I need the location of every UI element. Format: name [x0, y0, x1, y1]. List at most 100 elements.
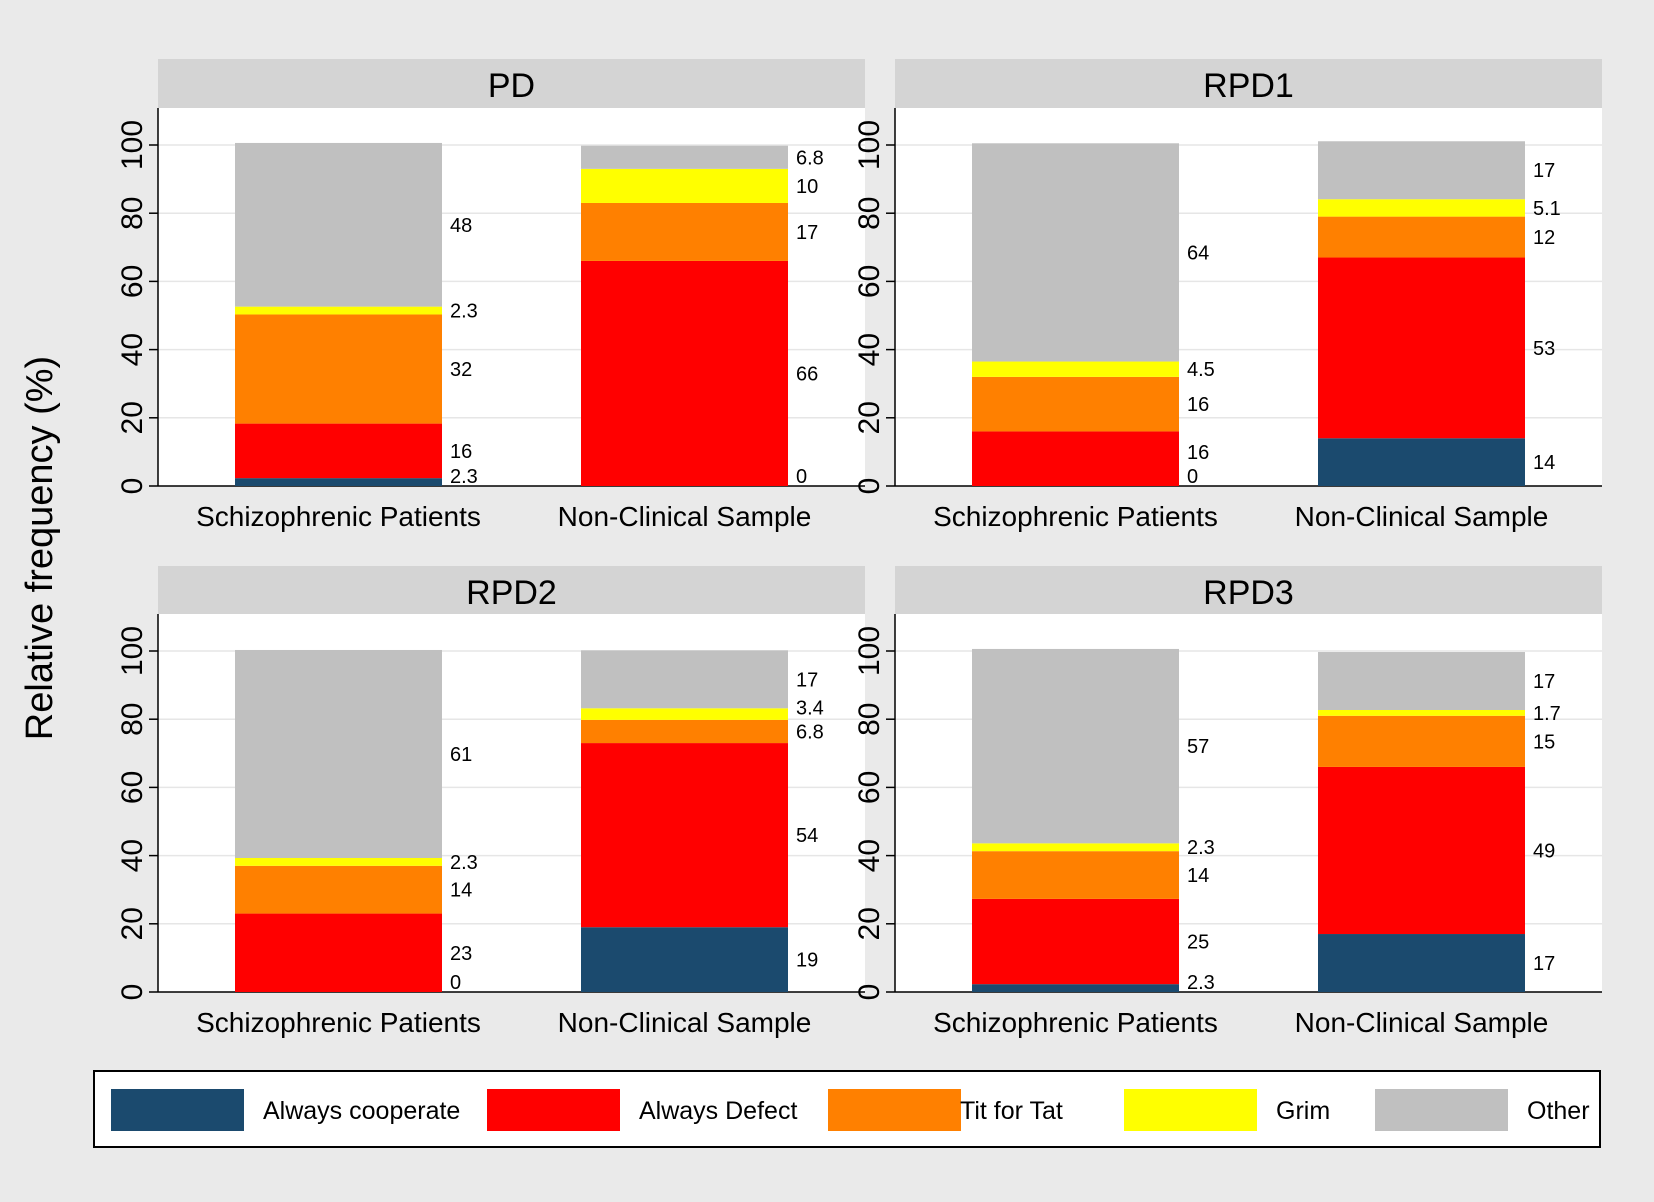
data-label: 23	[450, 943, 472, 965]
data-label: 2.3	[1187, 837, 1215, 859]
y-tick-label: 60	[116, 265, 149, 298]
bar-segment-tit-for-tat	[972, 851, 1179, 899]
y-tick-label: 40	[853, 839, 886, 872]
bar-segment-other	[972, 648, 1179, 844]
y-axis-title: Relative frequency (%)	[19, 356, 61, 740]
data-label: 2.3	[450, 852, 478, 874]
x-category-label: Schizophrenic Patients	[933, 1007, 1218, 1038]
data-label: 4.5	[1187, 359, 1215, 381]
data-label: 0	[796, 466, 807, 488]
data-label: 14	[450, 880, 472, 902]
y-tick-label: 20	[853, 907, 886, 940]
panel-title: RPD1	[1203, 67, 1294, 105]
panel-header	[895, 566, 1602, 614]
y-tick-label: 0	[116, 478, 149, 495]
data-label: 12	[1533, 227, 1555, 249]
y-tick-label: 100	[116, 626, 149, 676]
legend-label: Always Defect	[639, 1097, 797, 1125]
data-label: 66	[796, 363, 818, 385]
data-label: 2.3	[1187, 972, 1215, 994]
y-tick-label: 80	[853, 197, 886, 230]
bar-segment-other	[1318, 652, 1525, 710]
bar-segment-grim	[972, 361, 1179, 377]
y-tick-label: 0	[116, 984, 149, 1001]
bar-segment-grim	[235, 306, 442, 315]
bar-segment-tit-for-tat	[1318, 216, 1525, 258]
y-tick-label: 100	[853, 626, 886, 676]
data-label: 6.8	[796, 147, 824, 169]
data-label: 25	[1187, 932, 1209, 954]
panel-header	[895, 59, 1602, 108]
data-label: 49	[1533, 840, 1555, 862]
legend-label: Always cooperate	[263, 1097, 460, 1125]
y-tick-label: 0	[853, 984, 886, 1001]
bar-segment-grim	[972, 843, 1179, 852]
data-label: 17	[796, 669, 818, 691]
legend-item: Always cooperate	[111, 1089, 460, 1131]
bar-segment-grim	[1318, 199, 1525, 217]
legend-item: Always Defect	[487, 1089, 797, 1131]
data-label: 10	[796, 176, 818, 198]
data-label: 3.4	[796, 697, 824, 719]
bar-segment-always-cooperate	[235, 478, 442, 486]
bar-segment-always-defect	[1318, 766, 1525, 935]
bar-segment-tit-for-tat	[972, 376, 1179, 432]
panel-title: RPD3	[1203, 574, 1294, 612]
bar-segment-tit-for-tat	[235, 314, 442, 424]
data-label: 6.8	[796, 721, 824, 743]
bar-segment-other	[1318, 141, 1525, 200]
panel-pd: PD0204060801002.316322.348Schizophrenic …	[116, 59, 865, 532]
x-category-label: Non-Clinical Sample	[1295, 501, 1549, 532]
data-label: 48	[450, 215, 472, 237]
y-tick-label: 80	[853, 703, 886, 736]
panel-header	[158, 59, 865, 108]
bar-segment-other	[972, 143, 1179, 362]
data-label: 17	[1533, 160, 1555, 182]
data-label: 1.7	[1533, 703, 1561, 725]
data-label: 32	[450, 359, 472, 381]
legend-swatch	[487, 1089, 620, 1131]
data-label: 14	[1533, 452, 1555, 474]
data-label: 17	[796, 222, 818, 244]
y-tick-label: 100	[116, 120, 149, 170]
data-label: 16	[1187, 442, 1209, 464]
bar-segment-tit-for-tat	[1318, 715, 1525, 767]
legend-label: Grim	[1276, 1097, 1330, 1125]
x-category-label: Non-Clinical Sample	[1295, 1007, 1549, 1038]
data-label: 53	[1533, 338, 1555, 360]
y-tick-label: 60	[853, 265, 886, 298]
y-tick-label: 40	[116, 333, 149, 366]
data-label: 54	[796, 825, 818, 847]
y-tick-label: 20	[116, 907, 149, 940]
bar-segment-always-cooperate	[1318, 934, 1525, 992]
bar-segment-always-defect	[581, 743, 788, 928]
legend-item: Tit for Tat	[828, 1089, 1063, 1131]
bar-segment-grim	[235, 857, 442, 866]
legend-swatch	[1124, 1089, 1257, 1131]
data-label: 0	[450, 972, 461, 994]
y-tick-label: 60	[116, 771, 149, 804]
y-tick-label: 80	[116, 703, 149, 736]
panel-title: RPD2	[466, 574, 557, 612]
bar-segment-other	[581, 145, 788, 169]
data-label: 16	[1187, 394, 1209, 416]
y-tick-label: 20	[116, 401, 149, 434]
data-label: 64	[1187, 242, 1209, 264]
panel-rpd3: RPD3 0 20 40 60 80 100 2.3 25 14 2.3 57 Schizophreni…	[853, 566, 1602, 1038]
bar-segment-always-defect	[1318, 257, 1525, 439]
data-label: 2.3	[450, 466, 478, 488]
panel-header	[158, 566, 865, 614]
data-label: 5.1	[1533, 198, 1561, 220]
bar-segment-tit-for-tat	[235, 865, 442, 914]
x-category-label: Non-Clinical Sample	[558, 1007, 812, 1038]
data-label: 17	[1533, 953, 1555, 975]
y-tick-label: 40	[116, 839, 149, 872]
data-label: 2.3	[450, 301, 478, 323]
bar-segment-always-defect	[581, 260, 788, 486]
data-label: 57	[1187, 736, 1209, 758]
legend-swatch	[1375, 1089, 1508, 1131]
bar-segment-other	[235, 649, 442, 858]
x-category-label: Schizophrenic Patients	[933, 501, 1218, 532]
legend-item: Other	[1375, 1089, 1590, 1131]
data-label: 15	[1533, 731, 1555, 753]
